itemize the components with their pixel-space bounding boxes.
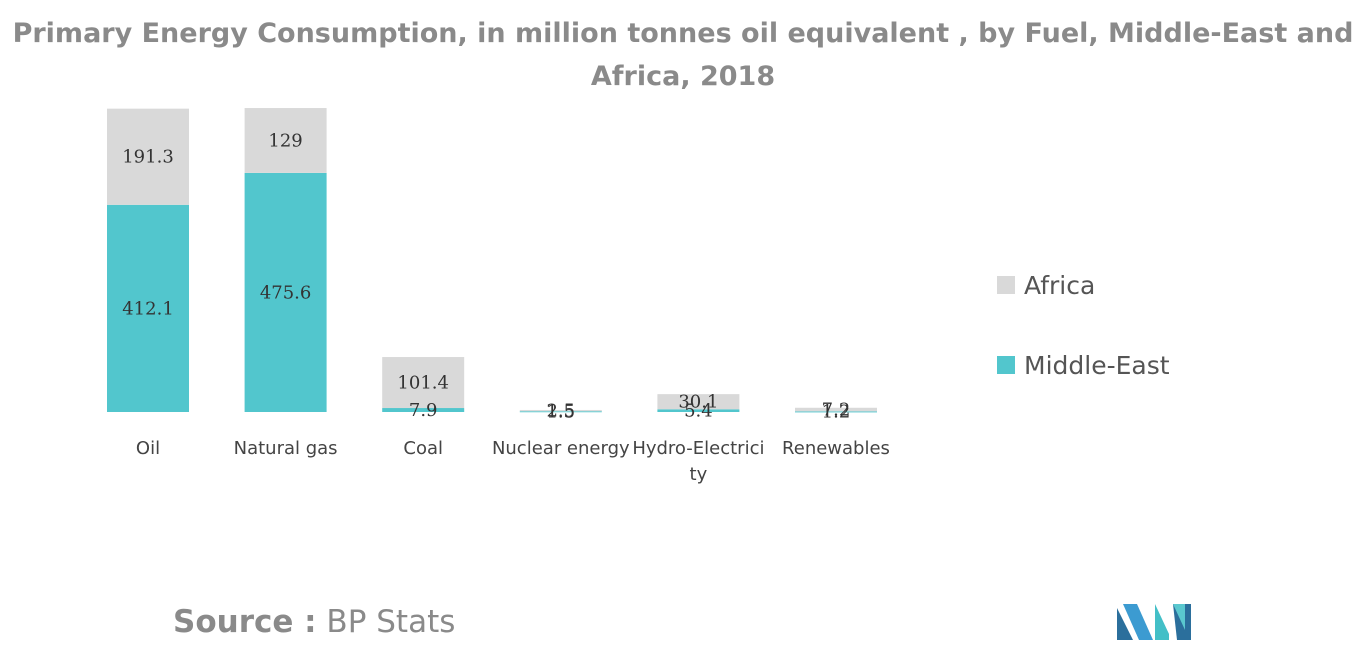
- legend-label-middle-east: Middle-East: [1024, 351, 1170, 380]
- category-label-natural-gas: Natural gas: [234, 438, 338, 459]
- bars-layer: [107, 108, 877, 413]
- legend-swatch-middle-east: [997, 356, 1015, 374]
- data-label-middle-east-oil: 412.1: [122, 298, 174, 319]
- category-label-oil: Oil: [136, 438, 160, 459]
- data-label-africa-coal: 101.4: [397, 373, 449, 394]
- data-label-middle-east-coal: 7.9: [409, 400, 438, 421]
- chart-title: Primary Energy Consumption, in million t…: [12, 18, 1354, 92]
- source-value: BP Stats: [316, 604, 456, 640]
- data-label-middle-east-natural-gas: 475.6: [260, 282, 312, 303]
- data-label-middle-east-renewables: 1.2: [822, 402, 851, 423]
- category-label-coal: Coal: [403, 438, 443, 459]
- category-label-renewables: Renewables: [782, 438, 890, 459]
- category-label-nuclear-energy: Nuclear energy: [492, 438, 630, 459]
- bar-africa-hydro-electricity: [657, 394, 740, 410]
- data-label-africa-renewables: 7.2: [822, 400, 851, 421]
- data-labels-layer: 412.1 191.3 475.6 129 7.9 101.4 1.52.5 5.430.1 1…: [122, 130, 850, 422]
- data-label-africa-hydro-electricity: 30.1: [678, 392, 718, 413]
- category-label-hydro-electricity: Hydro-Electrici ty: [632, 438, 764, 485]
- legend: Africa Middle-East: [997, 271, 1170, 380]
- data-label-africa-nuclear-energy: 2.5: [546, 401, 575, 422]
- category-axis-labels: Oil Natural gas Coal Nuclear energy Hydro-El…: [136, 438, 890, 485]
- bar-middle-east-hydro-electricity: [657, 409, 740, 412]
- bar-africa-coal: [382, 357, 465, 409]
- bar-africa-natural-gas: [244, 108, 327, 173]
- data-label-africa-natural-gas: 129: [268, 130, 302, 151]
- data-label-africa-oil: 191.3: [122, 147, 174, 168]
- bar-africa-oil: [107, 108, 189, 205]
- source-note: Source : BP Stats: [173, 604, 455, 640]
- bar-middle-east-natural-gas: [244, 172, 327, 412]
- bar-middle-east-oil: [107, 204, 189, 412]
- stacked-bar-chart: 412.1 191.3 475.6 129 7.9 101.4 1.52.5 5.430.1 1…: [107, 108, 1170, 485]
- bar-middle-east-coal: [382, 408, 465, 412]
- data-label-middle-east-nuclear-energy: 1.5: [546, 402, 575, 423]
- mordor-intelligence-logo-icon: [1117, 604, 1191, 640]
- bar-middle-east-nuclear-energy: [519, 411, 602, 413]
- bar-africa-renewables: [795, 407, 877, 412]
- legend-label-africa: Africa: [1024, 271, 1095, 300]
- source-key: Source :: [173, 604, 317, 640]
- legend-swatch-africa: [997, 276, 1015, 294]
- data-label-middle-east-hydro-electricity: 5.4: [684, 401, 713, 422]
- bar-middle-east-renewables: [795, 411, 877, 413]
- bar-africa-nuclear-energy: [519, 409, 602, 412]
